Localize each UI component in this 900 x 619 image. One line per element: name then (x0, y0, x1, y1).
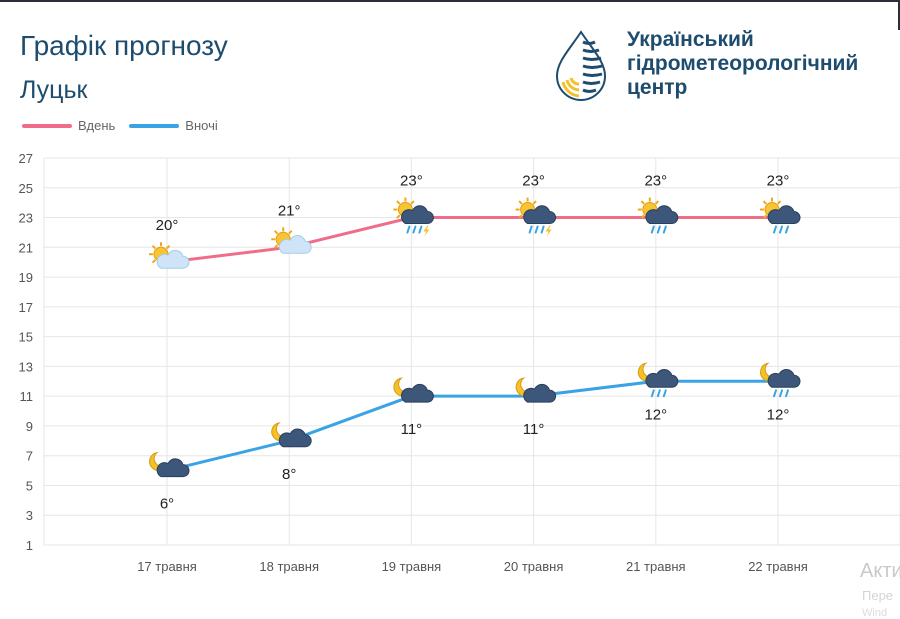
drop-logo-icon (555, 30, 607, 101)
sun-rain-icon (760, 197, 801, 234)
y-tick-label: 25 (19, 181, 33, 196)
data-label-day: 21° (278, 202, 301, 219)
legend-label-day: Вдень (78, 118, 116, 133)
legend-label-night: Вночі (185, 118, 218, 133)
legend-item-day[interactable]: Вдень (22, 118, 115, 133)
y-tick-label: 15 (19, 330, 33, 345)
y-tick-label: 17 (19, 300, 33, 315)
data-label-day: 20° (156, 217, 179, 234)
data-label-day: 23° (767, 173, 790, 190)
x-tick-label: 19 травня (382, 559, 442, 574)
y-tick-label: 5 (26, 478, 33, 493)
brand-name: Український гідрометеорологічний центр (627, 28, 858, 100)
activation-watermark-hint: Пере (862, 588, 894, 603)
x-tick-label: 21 травня (626, 559, 686, 574)
sun-cloud-icon (271, 227, 312, 254)
sun-storm-icon (393, 197, 434, 237)
activation-watermark: Акти (860, 560, 900, 582)
page-title: Графік прогнозу (20, 30, 228, 61)
data-label-night: 11° (523, 421, 545, 438)
data-label-day: 23° (522, 173, 545, 190)
moon-rain-icon (760, 362, 801, 398)
window-top-border (0, 0, 900, 2)
moon-cloud-icon (271, 421, 312, 448)
legend-item-night[interactable]: Вночі (129, 118, 218, 133)
y-tick-label: 1 (26, 538, 33, 553)
y-tick-label: 13 (19, 359, 33, 374)
y-tick-label: 9 (26, 419, 33, 434)
brand-line-2: гідрометеорологічний (627, 52, 859, 75)
y-tick-label: 7 (26, 449, 33, 464)
y-tick-label: 27 (19, 151, 33, 166)
sun-storm-icon (515, 197, 557, 237)
data-label-night: 6° (160, 496, 174, 513)
brand-block: Український гідрометеорологічний центр (553, 28, 898, 108)
sun-cloud-icon (149, 242, 190, 269)
data-label-night: 12° (644, 406, 667, 423)
legend-swatch-night (129, 123, 180, 128)
moon-cloud-icon (149, 451, 190, 478)
moon-cloud-icon (393, 377, 434, 403)
y-tick-label: 11 (20, 389, 34, 404)
y-tick-label: 19 (19, 270, 33, 285)
chart-legend: Вдень Вночі (22, 118, 232, 133)
y-tick-label: 21 (19, 240, 33, 255)
x-tick-label: 17 травня (137, 559, 197, 574)
x-tick-label: 20 травня (504, 559, 564, 574)
y-tick-label: 23 (19, 211, 33, 226)
sun-rain-icon (637, 197, 679, 234)
y-tick-label: 3 (26, 508, 33, 523)
forecast-chart: 27 25 23 21 19 17 15 13 11 9 7 5 3 1 17 травня 18 травн… (19, 151, 900, 574)
window-right-border (898, 0, 900, 30)
brand-line-1: Український (627, 28, 754, 51)
data-label-night: 8° (282, 466, 296, 483)
moon-cloud-icon (515, 377, 557, 403)
data-label-day: 23° (644, 173, 667, 190)
moon-rain-icon (637, 362, 679, 398)
series-line-day (166, 216, 778, 264)
data-label-night: 12° (767, 406, 790, 423)
x-tick-label: 18 травня (259, 559, 319, 574)
legend-swatch-day (22, 123, 72, 128)
brand-line-3: центр (627, 76, 688, 99)
activation-watermark-os: Wind (862, 607, 888, 619)
x-tick-label: 22 травня (748, 559, 808, 574)
data-label-night: 11° (401, 421, 423, 438)
city-name: Луцьк (20, 76, 88, 104)
data-label-day: 23° (400, 173, 423, 190)
